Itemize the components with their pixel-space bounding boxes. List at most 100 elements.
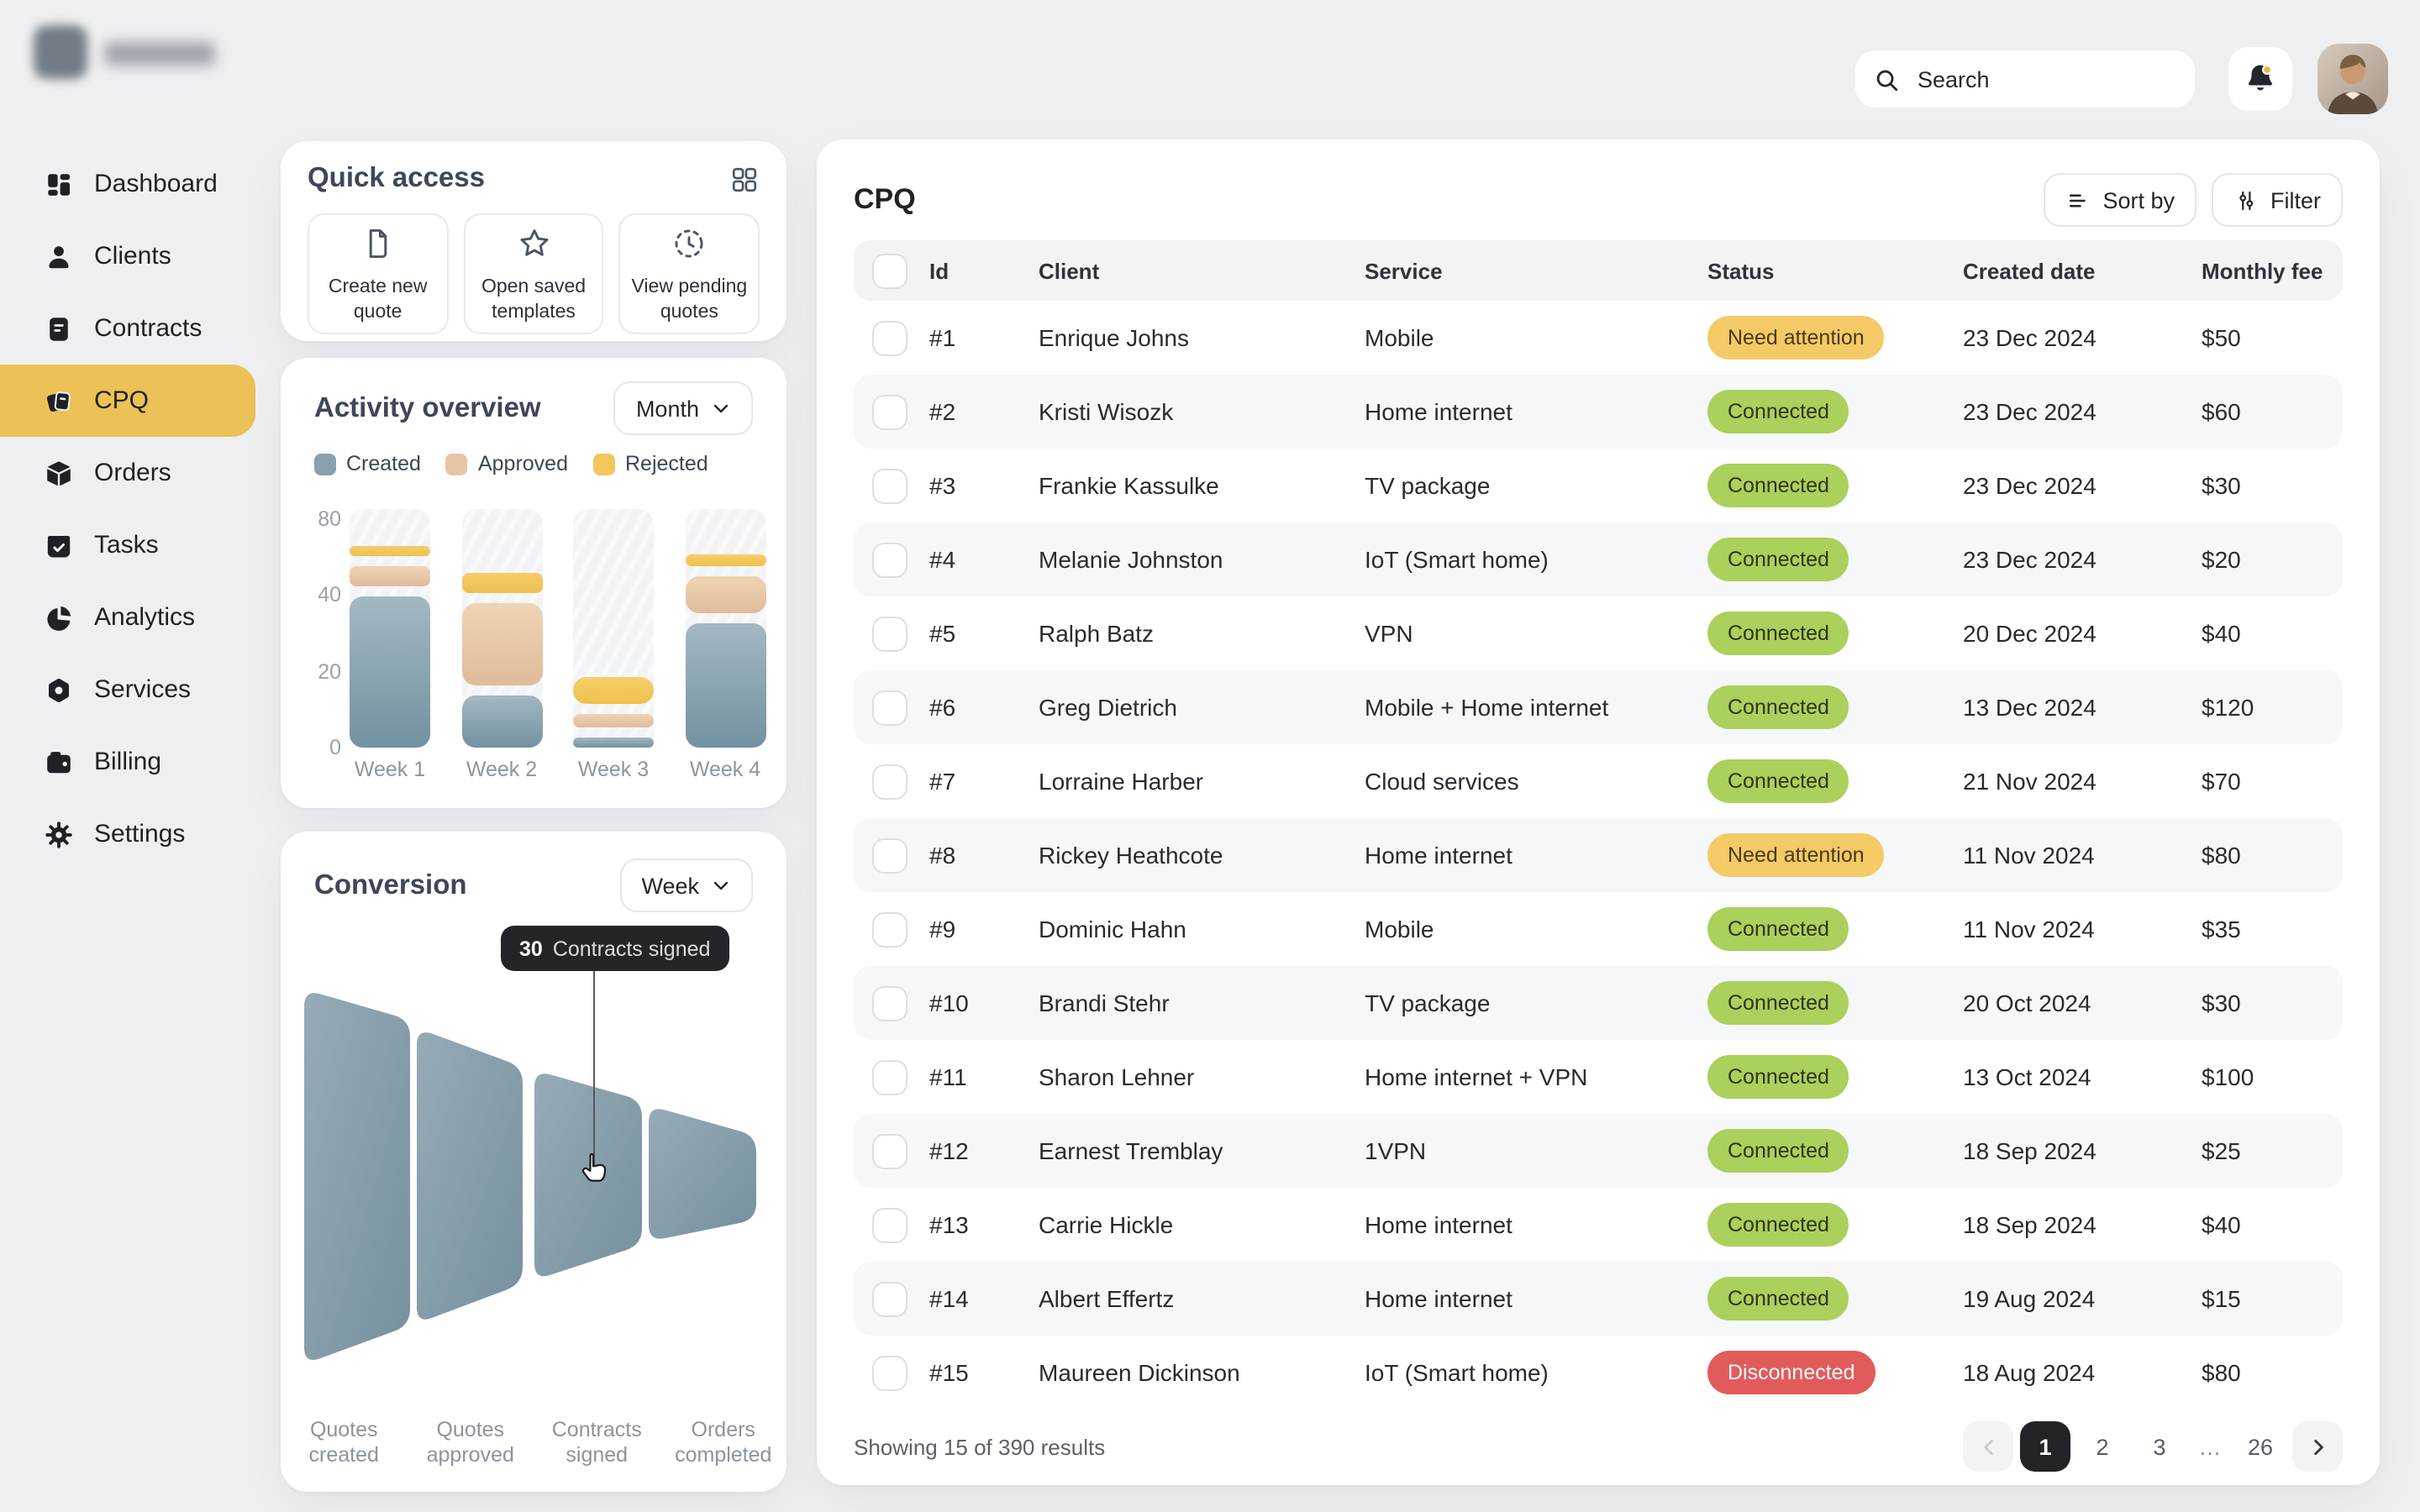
select-all-checkbox[interactable] [872, 253, 908, 288]
results-count: Showing 15 of 390 results [854, 1434, 1106, 1459]
row-checkbox[interactable] [872, 985, 908, 1021]
row-checkbox[interactable] [872, 764, 908, 799]
cell-fee: $25 [2202, 1137, 2241, 1164]
status-badge: Connected [1707, 1277, 1849, 1320]
row-checkbox[interactable] [872, 837, 908, 873]
column-header-status[interactable]: Status [1707, 258, 1775, 283]
sidebar-item-settings[interactable]: Settings [0, 798, 255, 870]
table-row[interactable]: #7 Lorraine Harber Cloud services Connected… [854, 744, 2343, 818]
table-row[interactable]: #14 Albert Effertz Home internet Connected 1… [854, 1262, 2343, 1336]
row-checkbox[interactable] [872, 394, 908, 429]
table-row[interactable]: #10 Brandi Stehr TV package Connected 20 Oct… [854, 966, 2343, 1040]
cell-service: Home internet [1365, 398, 1512, 425]
cell-client: Sharon Lehner [1039, 1063, 1195, 1090]
search-bar[interactable] [1855, 50, 2195, 108]
sort-by-button[interactable]: Sort by [2044, 173, 2196, 227]
bar-segment-rejected [685, 554, 765, 566]
pagination-page-2[interactable]: 2 [2096, 1434, 2109, 1459]
funnel-segment-quotes-created[interactable] [304, 993, 410, 1360]
row-checkbox[interactable] [872, 1133, 908, 1168]
cell-date: 13 Dec 2024 [1963, 694, 2096, 721]
table-row[interactable]: #5 Ralph Batz VPN Connected 20 Dec 2024 $40 [854, 596, 2343, 670]
sidebar-item-contracts[interactable]: Contracts [0, 292, 255, 365]
bar-track-week-4[interactable] [685, 509, 765, 748]
sidebar-item-clients[interactable]: Clients [0, 220, 255, 292]
sidebar-item-dashboard[interactable]: Dashboard [0, 148, 255, 220]
cell-fee: $80 [2202, 842, 2241, 869]
table-row[interactable]: #15 Maureen Dickinson IoT (Smart home) Disc… [854, 1336, 2343, 1410]
pagination-page-1[interactable]: 1 [2020, 1421, 2070, 1472]
bar-segment-approved [685, 575, 765, 613]
funnel-segment-orders-completed[interactable] [649, 1109, 756, 1239]
user-avatar[interactable] [2317, 44, 2388, 114]
sidebar-item-billing[interactable]: Billing [0, 726, 255, 798]
sidebar-item-services[interactable]: Services [0, 654, 255, 726]
conversion-card: Conversion Week 30 Contracts signed Quot… [281, 832, 786, 1492]
cell-client: Greg Dietrich [1039, 694, 1177, 721]
bar-track-week-3[interactable] [573, 509, 654, 748]
cell-date: 21 Nov 2024 [1963, 768, 2096, 795]
table-row[interactable]: #4 Melanie Johnston IoT (Smart home) Connec… [854, 522, 2343, 596]
table-row[interactable]: #12 Earnest Tremblay 1VPN Connected 18 Sep 2… [854, 1114, 2343, 1188]
table-row[interactable]: #8 Rickey Heathcote Home internet Need atte… [854, 818, 2343, 892]
quick-action-open-saved-templates[interactable]: Open saved templates [463, 213, 604, 334]
cell-service: 1VPN [1365, 1137, 1427, 1164]
activity-period-select[interactable]: Month [613, 381, 753, 435]
pagination-prev-button[interactable] [1963, 1421, 2013, 1472]
column-header-client[interactable]: Client [1039, 258, 1100, 283]
row-checkbox[interactable] [872, 320, 908, 355]
table-row[interactable]: #6 Greg Dietrich Mobile + Home internet Con… [854, 670, 2343, 744]
row-checkbox[interactable] [872, 690, 908, 725]
table-row[interactable]: #9 Dominic Hahn Mobile Connected 11 Nov 2024… [854, 892, 2343, 966]
table-row[interactable]: #2 Kristi Wisozk Home internet Connected 23 … [854, 375, 2343, 449]
column-header-service[interactable]: Service [1365, 258, 1443, 283]
bar-segment-rejected [461, 572, 542, 593]
cell-client: Dominic Hahn [1039, 916, 1186, 942]
status-badge: Connected [1707, 981, 1849, 1025]
notifications-button[interactable] [2228, 47, 2292, 111]
analytics-icon [44, 602, 74, 633]
status-badge: Connected [1707, 1203, 1849, 1247]
sidebar-item-tasks[interactable]: Tasks [0, 509, 255, 581]
quick-action-view-pending-quotes[interactable]: View pending quotes [618, 213, 760, 334]
document-icon [360, 225, 397, 267]
funnel-segment-quotes-approved[interactable] [417, 1032, 523, 1320]
cell-service: Home internet [1365, 1211, 1512, 1238]
column-header-created-date[interactable]: Created date [1963, 258, 2096, 283]
row-checkbox[interactable] [872, 542, 908, 577]
table-row[interactable]: #3 Frankie Kassulke TV package Connected 23 … [854, 449, 2343, 522]
row-checkbox[interactable] [872, 1207, 908, 1242]
search-input[interactable] [1914, 65, 2178, 93]
bar-track-week-2[interactable] [461, 509, 542, 748]
conversion-period-select[interactable]: Week [619, 858, 753, 912]
row-checkbox[interactable] [872, 616, 908, 651]
status-badge: Connected [1707, 1129, 1849, 1173]
pagination-page-26[interactable]: 26 [2247, 1434, 2274, 1459]
grid-icon[interactable] [729, 164, 760, 194]
table-row[interactable]: #11 Sharon Lehner Home internet + VPN Conne… [854, 1040, 2343, 1114]
legend-item: Rejected [593, 452, 708, 475]
avatar-photo [2317, 44, 2388, 114]
column-header-id[interactable]: Id [929, 258, 950, 283]
column-header-monthly-fee[interactable]: Monthly fee [2202, 258, 2323, 283]
cell-id: #3 [929, 472, 956, 499]
quick-action-create-new-quote[interactable]: Create new quote [308, 213, 449, 334]
sidebar-item-cpq[interactable]: CPQ [0, 365, 255, 437]
pagination-next-button[interactable] [2292, 1421, 2343, 1472]
sidebar-item-analytics[interactable]: Analytics [0, 581, 255, 654]
row-checkbox[interactable] [872, 911, 908, 947]
row-checkbox[interactable] [872, 1355, 908, 1390]
row-checkbox[interactable] [872, 468, 908, 503]
row-checkbox[interactable] [872, 1281, 908, 1316]
bar-track-week-1[interactable] [350, 509, 430, 748]
quick-action-label: Open saved templates [481, 277, 587, 323]
pagination-page-3[interactable]: 3 [2153, 1434, 2166, 1459]
cell-id: #13 [929, 1211, 969, 1238]
funnel-stage-labels: Quotes created Quotes approved Contracts s… [281, 1418, 786, 1471]
row-checkbox[interactable] [872, 1059, 908, 1095]
filter-button[interactable]: Filter [2212, 173, 2343, 227]
sidebar-item-orders[interactable]: Orders [0, 437, 255, 509]
table-row[interactable]: #13 Carrie Hickle Home internet Connected 18… [854, 1188, 2343, 1262]
table-row[interactable]: #1 Enrique Johns Mobile Need attention 23 De… [854, 301, 2343, 375]
conversion-funnel-chart[interactable] [281, 832, 786, 1386]
